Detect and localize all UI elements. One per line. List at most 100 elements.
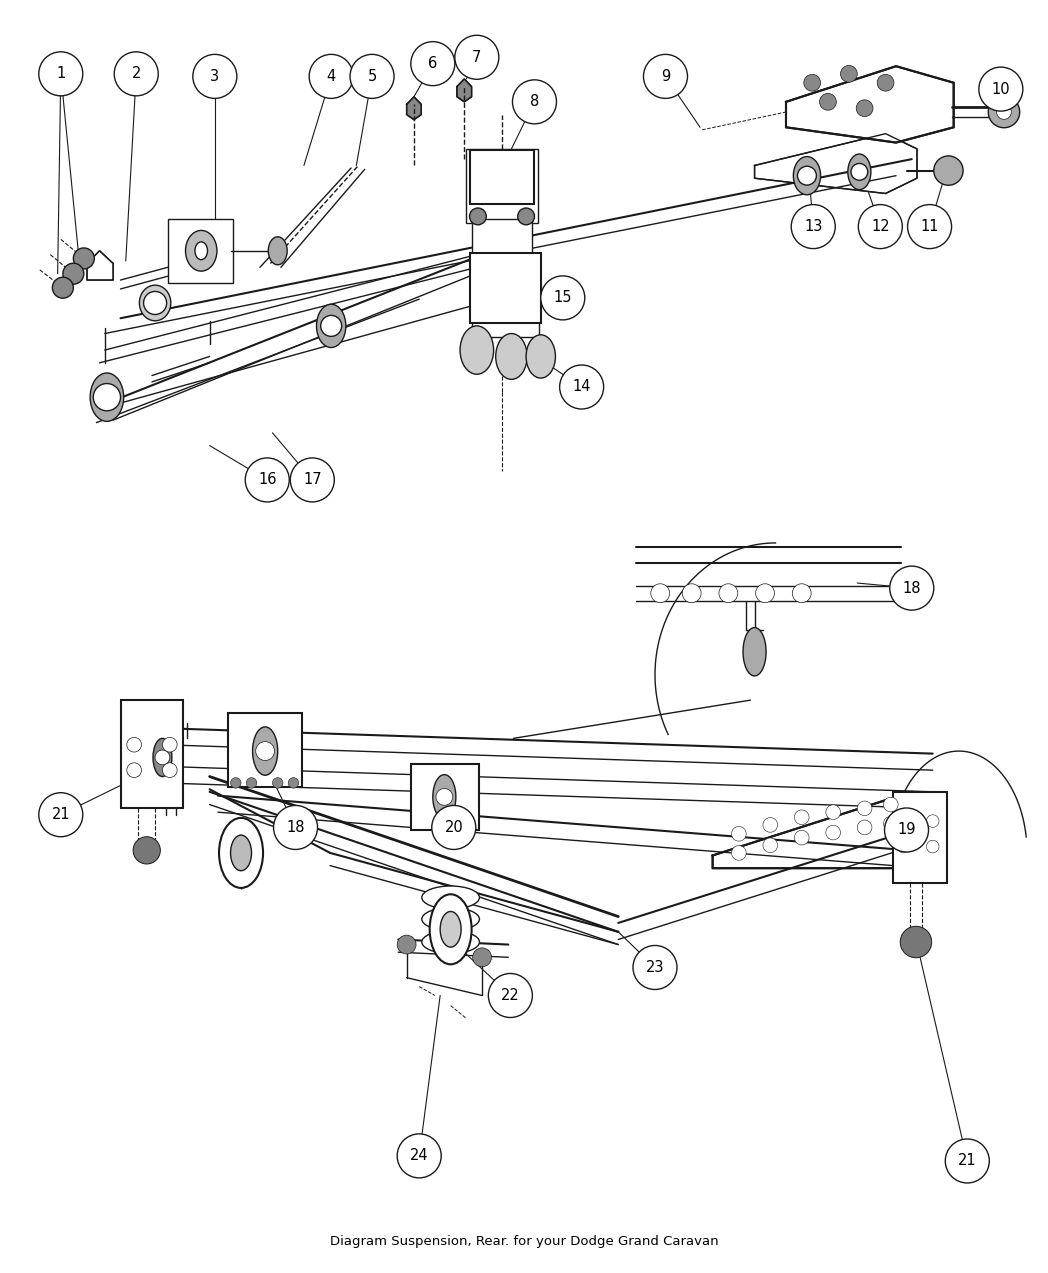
FancyBboxPatch shape [168, 219, 233, 283]
Text: 13: 13 [804, 219, 823, 234]
Text: 4: 4 [327, 69, 335, 84]
Text: 9: 9 [661, 69, 670, 84]
Circle shape [488, 974, 532, 1017]
Circle shape [155, 750, 170, 765]
Ellipse shape [253, 727, 278, 775]
Ellipse shape [526, 335, 555, 378]
Circle shape [63, 264, 84, 284]
Circle shape [245, 458, 289, 502]
Circle shape [840, 65, 857, 83]
Circle shape [890, 566, 934, 610]
Circle shape [897, 815, 910, 827]
Circle shape [851, 163, 868, 181]
Circle shape [432, 806, 476, 849]
Circle shape [114, 52, 158, 95]
Circle shape [193, 55, 237, 98]
Circle shape [792, 584, 811, 602]
Text: 3: 3 [211, 69, 219, 84]
Circle shape [455, 36, 499, 79]
Circle shape [231, 778, 241, 788]
Polygon shape [713, 792, 922, 868]
Circle shape [763, 838, 778, 853]
Text: Diagram Suspension, Rear. for your Dodge Grand Caravan: Diagram Suspension, Rear. for your Dodge… [330, 1235, 718, 1248]
Circle shape [512, 80, 556, 123]
Circle shape [763, 817, 778, 833]
Ellipse shape [496, 334, 527, 379]
Ellipse shape [219, 817, 263, 889]
Text: 18: 18 [902, 580, 921, 596]
Polygon shape [457, 79, 472, 102]
Circle shape [560, 365, 604, 409]
Text: 18: 18 [286, 820, 305, 835]
Ellipse shape [316, 304, 346, 348]
Circle shape [926, 815, 939, 827]
FancyBboxPatch shape [121, 700, 183, 808]
Ellipse shape [460, 326, 494, 374]
Circle shape [798, 167, 816, 185]
Ellipse shape [231, 835, 252, 871]
Circle shape [856, 99, 873, 117]
Circle shape [290, 458, 334, 502]
Text: 16: 16 [258, 472, 277, 488]
Circle shape [794, 830, 809, 845]
Circle shape [518, 207, 534, 225]
Circle shape [926, 840, 939, 853]
Circle shape [470, 207, 486, 225]
Circle shape [39, 793, 83, 836]
Circle shape [162, 763, 177, 778]
Text: 6: 6 [429, 56, 437, 71]
Text: 2: 2 [132, 66, 140, 81]
Text: 10: 10 [991, 81, 1010, 97]
Text: 23: 23 [646, 960, 664, 975]
Circle shape [858, 205, 902, 248]
FancyBboxPatch shape [472, 219, 532, 255]
Ellipse shape [421, 908, 479, 931]
Circle shape [272, 778, 283, 788]
Polygon shape [407, 97, 421, 120]
Circle shape [127, 737, 141, 752]
Circle shape [756, 584, 774, 602]
Polygon shape [786, 66, 954, 143]
Circle shape [719, 584, 738, 602]
Ellipse shape [185, 230, 217, 271]
Circle shape [39, 52, 83, 95]
Circle shape [473, 948, 492, 966]
Circle shape [73, 248, 94, 269]
Circle shape [93, 383, 121, 411]
Ellipse shape [440, 911, 461, 947]
Circle shape [651, 584, 670, 602]
Circle shape [682, 584, 701, 602]
Text: 19: 19 [897, 822, 916, 838]
Ellipse shape [848, 154, 871, 190]
Ellipse shape [421, 931, 479, 953]
Circle shape [643, 55, 687, 98]
Circle shape [350, 55, 394, 98]
Ellipse shape [793, 157, 821, 195]
Circle shape [732, 845, 746, 861]
Circle shape [162, 737, 177, 752]
Circle shape [288, 778, 299, 788]
Circle shape [541, 276, 585, 320]
FancyBboxPatch shape [472, 318, 539, 337]
Circle shape [309, 55, 353, 98]
Circle shape [897, 840, 910, 853]
Circle shape [979, 67, 1023, 111]
Circle shape [826, 805, 840, 820]
Text: 7: 7 [473, 50, 481, 65]
Circle shape [411, 42, 455, 85]
Circle shape [826, 825, 840, 840]
Ellipse shape [433, 774, 456, 820]
Text: 17: 17 [303, 472, 322, 488]
Circle shape [857, 801, 872, 816]
Ellipse shape [743, 628, 766, 676]
Circle shape [883, 816, 898, 831]
Circle shape [883, 797, 898, 812]
Ellipse shape [421, 886, 479, 909]
FancyBboxPatch shape [470, 150, 534, 204]
Text: 21: 21 [958, 1153, 977, 1169]
Circle shape [908, 205, 952, 248]
Ellipse shape [430, 894, 472, 965]
Text: 11: 11 [920, 219, 939, 234]
Circle shape [397, 1134, 441, 1178]
Circle shape [988, 97, 1020, 127]
